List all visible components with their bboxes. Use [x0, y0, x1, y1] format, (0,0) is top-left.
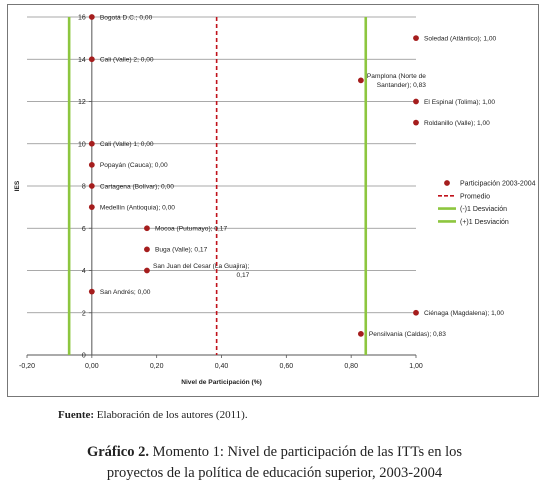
source-label: Fuente:: [58, 409, 95, 421]
data-label: Santander); 0,83: [377, 82, 426, 89]
y-tick-label: 12: [78, 99, 86, 106]
data-label: Pamplona (Norte de: [367, 73, 426, 80]
data-label: Ciénaga (Magdalena); 1,00: [424, 310, 504, 317]
y-tick-label: 16: [78, 15, 86, 22]
data-label: 0,17: [237, 272, 250, 279]
data-point: [88, 56, 95, 63]
source-note: Fuente: Elaboración de los autores (2011…: [58, 409, 248, 421]
y-tick-label: 4: [82, 268, 86, 275]
figure-caption: Gráfico 2. Momento 1: Nivel de participa…: [20, 442, 529, 484]
data-point: [413, 98, 419, 105]
legend-label: Participación 2003-2004: [460, 181, 536, 188]
data-label: Cali (Valle) 2; 0,00: [100, 57, 154, 64]
x-tick-label: 0,20: [150, 363, 164, 370]
data-label: Cali (Valle) 1; 0,00: [100, 141, 154, 148]
y-tick-label: 14: [78, 57, 86, 64]
legend-marker: [444, 180, 450, 186]
caption-text-1: Momento 1: Nivel de participación de las…: [148, 444, 463, 460]
y-axis-title: IES: [14, 180, 21, 191]
source-text: Elaboración de los autores (2011).: [94, 409, 248, 421]
data-point: [88, 288, 95, 295]
data-label: Bogotá D.C.; 0,00: [100, 14, 153, 21]
data-label: Medellín (Antioquia); 0,00: [100, 204, 175, 211]
x-tick-label: 0,40: [215, 363, 229, 370]
data-label: Cartagena (Bolívar); 0,00: [100, 183, 174, 190]
data-point: [413, 309, 419, 316]
data-point: [357, 330, 364, 337]
scatter-chart: 0 2 4 6 8 10 12 14 16 -0,20 0,00 0,20 0,40 0,60 0,80 1,…: [14, 14, 536, 386]
data-label: Soledad (Atlántico); 1,00: [424, 35, 497, 42]
data-point: [144, 267, 150, 274]
data-label: Mocoa (Putumayo); 0,17: [155, 226, 228, 233]
x-tick-label: 0,00: [85, 363, 99, 370]
data-point: [88, 204, 95, 211]
caption-line-2: proyectos de la política de educación su…: [106, 465, 443, 481]
x-axis-title: Nivel de Participación (%): [181, 379, 262, 386]
data-label: Buga (Valle); 0,17: [155, 247, 208, 254]
y-tick-label: 8: [82, 184, 86, 191]
data-point: [144, 246, 150, 253]
y-tick-label: 2: [82, 310, 86, 317]
legend-label: (-)1 Desviación: [460, 206, 507, 213]
caption-line-1: Gráfico 2. Momento 1: Nivel de participa…: [20, 442, 529, 463]
y-tick-label: 10: [78, 141, 86, 148]
data-point: [413, 35, 419, 42]
data-point: [88, 140, 95, 147]
y-tick-label: 6: [82, 226, 86, 233]
data-label: Roldanillo (Valle); 1,00: [424, 120, 490, 127]
data-label: Pensilvania (Caldas); 0,83: [369, 331, 446, 338]
data-label: Popayán (Cauca); 0,00: [100, 162, 168, 169]
y-tick-label: 0: [82, 353, 86, 360]
x-tick-label: 0,60: [280, 363, 294, 370]
data-label: El Espinal (Tolima); 1,00: [424, 99, 495, 106]
data-point: [88, 161, 95, 168]
chart-frame: 0 2 4 6 8 10 12 14 16 -0,20 0,00 0,20 0,40 0,60 0,80 1,…: [7, 4, 539, 397]
x-tick-label: 0,80: [344, 363, 358, 370]
x-tick-label: -0,20: [19, 363, 35, 370]
data-point: [413, 119, 419, 126]
x-tick-label: 1,00: [409, 363, 423, 370]
data-point: [88, 14, 95, 20]
data-label: San Andrés; 0,00: [100, 289, 151, 296]
caption-label: Gráfico 2.: [86, 444, 149, 460]
legend-label: Promedio: [460, 193, 490, 200]
data-point: [144, 225, 150, 232]
legend-label: (+)1 Desviación: [460, 219, 509, 226]
data-point: [88, 183, 95, 189]
data-label: San Juan del Cesar (La Guajira);: [153, 263, 250, 270]
data-point: [357, 77, 364, 84]
